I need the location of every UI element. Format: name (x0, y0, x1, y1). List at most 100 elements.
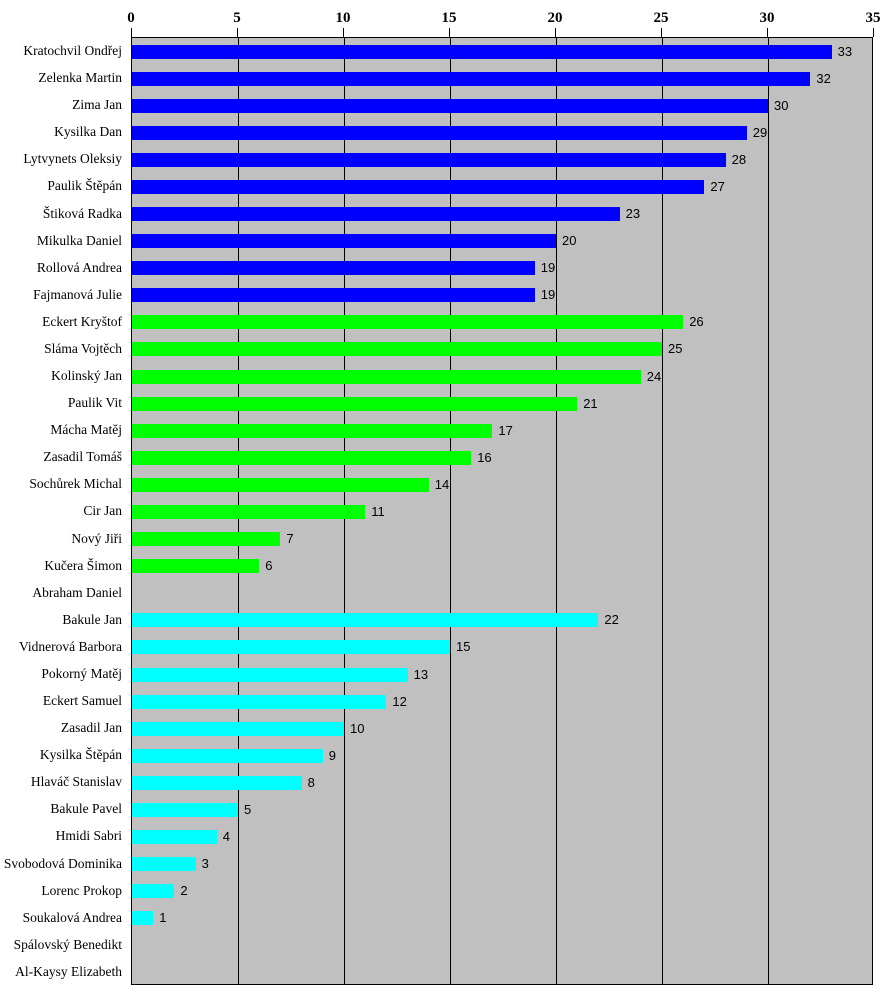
category-label: Vidnerová Barbora (18, 638, 122, 654)
bar-value-label: 4 (222, 829, 231, 845)
bar (132, 423, 493, 438)
bar-value-label: 20 (562, 233, 577, 249)
category-label: Štiková Radka (42, 205, 122, 221)
category-label: Hmidi Sabri (55, 828, 122, 844)
bar-value-label: 15 (456, 639, 471, 655)
gridline (555, 38, 557, 984)
bar (132, 802, 238, 817)
bar (132, 884, 175, 899)
category-label: Lytvynets Oleksiy (23, 151, 122, 167)
category-label: Abraham Daniel (32, 584, 122, 600)
bar-value-label: 23 (625, 206, 641, 222)
x-axis-tick-mark (873, 28, 874, 37)
bar (132, 179, 705, 194)
category-label: Mácha Matěj (50, 422, 122, 438)
bar-value-label: 5 (244, 801, 252, 817)
bar (132, 71, 811, 86)
x-axis-tick-label: 0 (127, 10, 135, 26)
bar (132, 775, 302, 790)
x-axis-tick-mark (343, 28, 344, 37)
bar (132, 694, 387, 709)
bar (132, 369, 641, 384)
bar-value-label: 9 (328, 747, 337, 763)
category-label: Zima Jan (72, 97, 122, 113)
bar (132, 721, 344, 736)
category-label: Kučera Šimon (44, 557, 122, 573)
category-label: Fajmanová Julie (33, 286, 122, 302)
bar (132, 450, 472, 465)
bar (132, 559, 260, 574)
bar-value-label: 22 (604, 612, 619, 628)
bar (132, 234, 556, 249)
gridline (449, 38, 451, 984)
gridline (661, 38, 663, 984)
x-axis-tick-mark (661, 28, 662, 37)
bar-value-label: 32 (816, 70, 831, 86)
bar-value-label: 24 (646, 368, 662, 384)
x-axis-tick-label: 35 (865, 10, 881, 26)
bar (132, 640, 450, 655)
category-label: Zasadil Tomáš (43, 449, 122, 465)
category-label: Spálovský Benedikt (13, 936, 122, 952)
bar (132, 125, 747, 140)
category-label: Paulik Štěpán (47, 178, 122, 194)
category-label: Lorenc Prokop (41, 882, 122, 898)
bar-value-label: 1 (159, 910, 167, 926)
bar (132, 505, 366, 519)
category-label: Hlaváč Stanislav (30, 774, 122, 790)
x-axis-tick-label: 20 (547, 10, 563, 26)
category-label: Zelenka Martin (38, 70, 122, 86)
bar-value-label: 27 (710, 178, 725, 194)
bar (132, 44, 832, 59)
bar (132, 667, 408, 682)
category-label: Pokorný Matěj (41, 665, 122, 681)
bar-value-label: 26 (689, 314, 704, 330)
bar-value-label: 25 (668, 341, 683, 357)
category-label: Sláma Vojtěch (44, 340, 122, 356)
bar (132, 911, 154, 926)
bar (132, 613, 599, 628)
bar (132, 830, 217, 845)
bar (132, 207, 620, 222)
category-label: Kysilka Štěpán (39, 747, 122, 763)
category-label: Mikulka Daniel (36, 232, 122, 248)
bar (132, 748, 323, 763)
bar-value-label: 7 (286, 531, 294, 547)
bar (132, 396, 578, 411)
x-axis-tick-label: 15 (441, 10, 457, 26)
category-label: Bakule Pavel (50, 801, 122, 817)
bar-value-label: 13 (413, 666, 429, 682)
bar (132, 857, 196, 872)
bar (132, 261, 535, 276)
bar-value-label: 10 (350, 720, 365, 736)
category-label: Soukalová Andrea (22, 909, 122, 925)
bar-value-label: 19 (540, 287, 556, 303)
bar-value-label: 17 (498, 422, 513, 438)
bar-value-label: 19 (540, 260, 556, 276)
category-label: Sochůrek Michal (29, 476, 122, 492)
bar-value-label: 11 (371, 504, 385, 519)
bar (132, 532, 281, 547)
category-label: Paulik Vit (67, 395, 122, 411)
bar (132, 152, 726, 167)
bar (132, 342, 662, 357)
bar (132, 315, 684, 330)
bar-value-label: 2 (180, 883, 188, 899)
bar-value-label: 12 (392, 693, 407, 709)
x-axis-tick-label: 5 (233, 10, 241, 26)
x-axis-tick-mark (449, 28, 450, 37)
bar-value-label: 29 (752, 124, 768, 140)
category-label: Kysilka Dan (54, 124, 122, 140)
bar (132, 477, 429, 492)
bar-value-label: 14 (434, 476, 450, 492)
x-axis-tick-mark (131, 28, 132, 37)
category-label: Al-Kaysy Elizabeth (15, 963, 122, 979)
category-label: Svobodová Dominika (3, 855, 122, 871)
bar (132, 98, 768, 113)
bar-value-label: 33 (837, 43, 853, 59)
bar-value-label: 28 (731, 151, 747, 167)
category-label: Rollová Andrea (36, 259, 122, 275)
bar (132, 288, 535, 303)
category-label: Zasadil Jan (60, 720, 122, 736)
